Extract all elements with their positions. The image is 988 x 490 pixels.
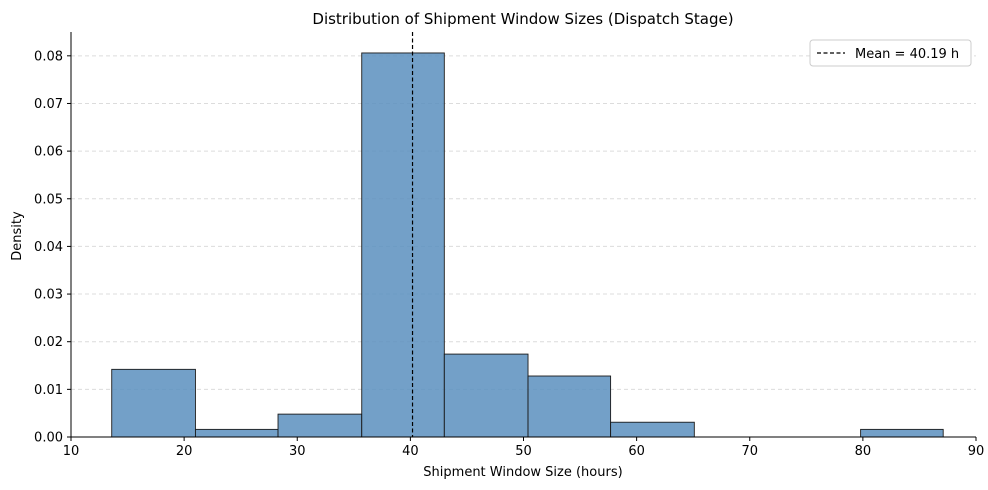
histogram-bar-6 (610, 421, 695, 438)
y-tick-label-2: 0.02 (34, 335, 63, 350)
histogram-bars (111, 52, 944, 438)
y-tick-label-0: 0.00 (34, 431, 63, 446)
histogram-bar-9 (860, 428, 944, 438)
histogram-bar-2 (277, 413, 363, 438)
x-tick-label-5: 60 (628, 444, 645, 459)
x-tick-label-8: 90 (968, 444, 985, 459)
histogram-bar-1 (194, 428, 279, 438)
x-tick-label-6: 70 (741, 444, 758, 459)
x-tick-label-7: 80 (855, 444, 872, 459)
x-axis-ticks: 10 20 30 40 50 60 70 80 90 (63, 437, 985, 459)
x-axis-label: Shipment Window Size (hours) (423, 465, 622, 480)
y-tick-label-6: 0.06 (34, 145, 63, 160)
y-tick-label-3: 0.03 (34, 288, 63, 303)
grid-lines (71, 55, 976, 390)
y-tick-label-5: 0.05 (34, 192, 63, 207)
histogram-bar-3 (361, 52, 445, 438)
x-tick-label-0: 10 (63, 444, 80, 459)
x-tick-label-3: 40 (402, 444, 419, 459)
x-tick-label-2: 30 (289, 444, 306, 459)
histogram-bar-5 (527, 375, 612, 438)
y-tick-label-8: 0.08 (34, 49, 63, 64)
y-tick-label-1: 0.01 (34, 383, 63, 398)
legend-mean-label: Mean = 40.19 h (855, 47, 959, 62)
y-axis-label: Density (10, 211, 25, 261)
legend: Mean = 40.19 h (809, 39, 972, 67)
y-axis-ticks: 0.00 0.01 0.02 0.03 0.04 0.05 0.06 0.07 0.08 (34, 49, 71, 446)
histogram-bar-0 (111, 368, 196, 438)
x-tick-label-1: 20 (176, 444, 193, 459)
y-tick-label-7: 0.07 (34, 97, 63, 112)
chart-title: Distribution of Shipment Window Sizes (D… (312, 10, 733, 28)
histogram-bar-4 (443, 353, 529, 438)
legend-box (809, 39, 972, 67)
y-tick-label-4: 0.04 (34, 240, 63, 255)
x-tick-label-4: 50 (515, 444, 532, 459)
